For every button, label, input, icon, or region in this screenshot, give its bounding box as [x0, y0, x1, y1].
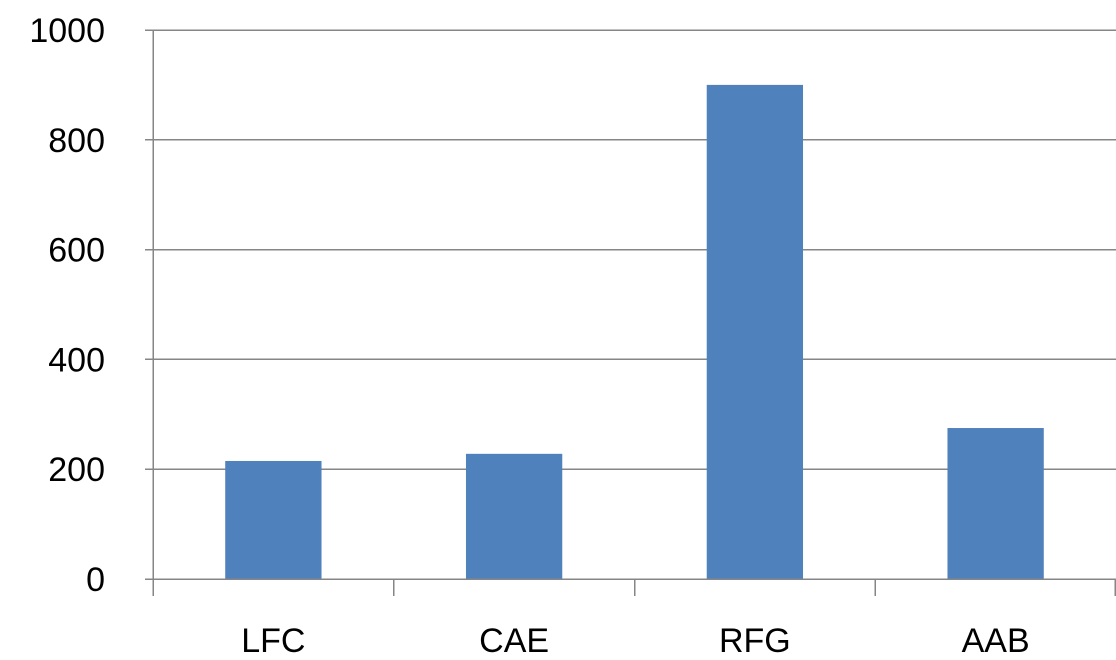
- bar-aab: [947, 428, 1044, 579]
- y-tick-label: 200: [48, 451, 105, 489]
- y-tick-label: 400: [48, 341, 105, 379]
- y-tick-label: 800: [48, 122, 105, 160]
- x-tick-label: CAE: [479, 622, 549, 660]
- gridlines: [153, 29, 1116, 470]
- bar-lfc: [225, 460, 322, 579]
- x-tick-label: AAB: [962, 622, 1030, 660]
- tick-labels: 0 200 400 600 800 1000 LFC CAE RFG AAB: [29, 12, 1029, 660]
- bar-rfg: [706, 84, 804, 580]
- y-tick-label: 1000: [29, 12, 105, 50]
- x-tick-label: LFC: [241, 622, 305, 660]
- axes: [145, 29, 1116, 596]
- bar-cae: [465, 453, 563, 579]
- y-tick-label: 600: [48, 232, 105, 270]
- bars: [225, 84, 1044, 580]
- y-tick-label: 0: [86, 561, 105, 599]
- x-tick-label: RFG: [719, 622, 791, 660]
